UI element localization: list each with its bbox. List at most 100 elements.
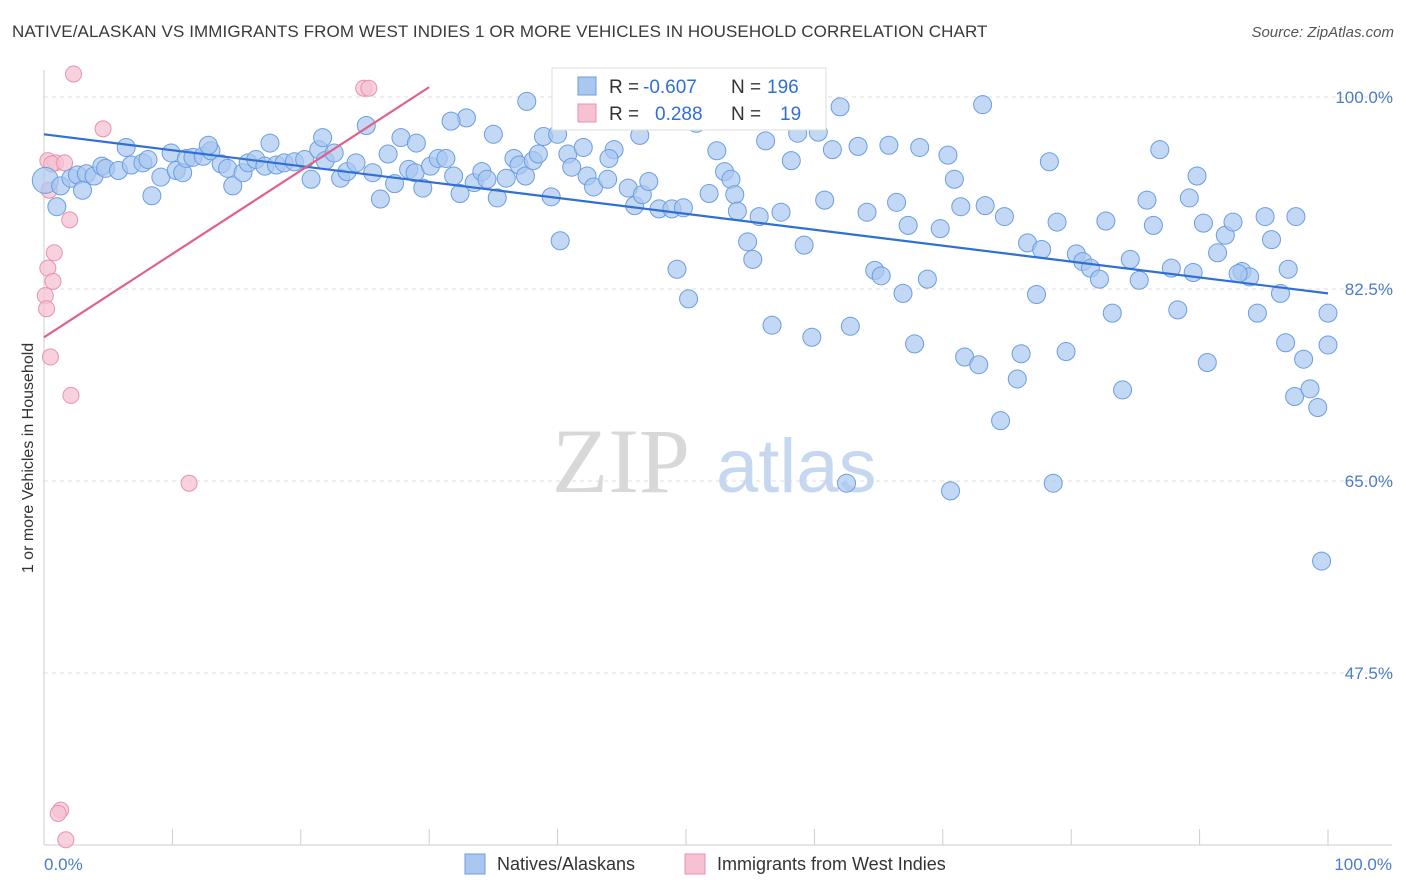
natives-point [516,166,535,186]
natives-point [727,201,747,221]
immigrants-point [61,211,79,229]
natives-point [1300,379,1320,399]
natives-point [598,169,618,189]
natives-point [969,355,989,375]
natives-point [1276,333,1296,353]
natives-point [794,235,814,255]
natives-point [917,269,937,289]
natives-point [738,232,758,252]
trendline-immigrants [43,86,430,339]
stats-n-label-immigrants: N = [731,104,761,125]
legend-label-immigrants: Immigrants from West Indies [717,854,946,874]
natives-point [1129,270,1149,290]
immigrants-point [45,244,63,262]
y-axis-label: 1 or more Vehicles in Household [20,343,37,573]
natives-point [1007,369,1027,389]
natives-point [1318,303,1338,323]
natives-point [893,283,913,303]
natives-point [116,137,136,157]
natives-point [994,207,1014,227]
immigrants-point [44,272,62,290]
natives-point [1193,213,1213,233]
natives-point [1208,243,1228,263]
natives-point [1143,215,1163,235]
natives-point [973,95,993,115]
natives-point [941,481,961,501]
natives-point [756,131,776,151]
natives-point [930,219,950,239]
gridlines [44,96,1392,674]
immigrants-point [57,831,75,849]
stats-r-value-natives: -0.607 [643,77,697,98]
immigrants-point [41,348,59,366]
natives-point [517,91,537,111]
x-ticks [43,829,1329,845]
natives-point [667,259,687,279]
natives-point [815,190,835,210]
natives-point [1286,207,1306,227]
natives-point [301,169,321,189]
axes [43,70,1392,846]
natives-point [1039,152,1059,172]
watermark-zip: ZIP [552,410,690,512]
natives-point [1113,380,1133,400]
natives-point [1043,473,1063,493]
natives-point [1318,335,1338,355]
natives-point [528,144,548,164]
natives-point [743,249,763,269]
natives-point [413,178,433,198]
natives-point [1312,551,1332,571]
natives-point [887,192,907,212]
natives-point [487,188,507,208]
natives-point [599,148,619,168]
natives-point [905,334,925,354]
stats-legend-box [551,67,827,131]
watermark-atlas: atlas [716,424,877,509]
natives-point [975,196,995,216]
x-tick-label-max: 100.0% [1334,855,1392,874]
natives-point [1197,353,1217,373]
trendlines [43,86,1329,339]
y-tick-labels: 100.0% 82.5% 65.0% 47.5% [1335,88,1393,683]
natives-point [370,189,390,209]
natives-point [707,141,727,161]
natives-point [830,97,850,117]
natives-point [324,143,344,163]
y-tick-label: 82.5% [1345,280,1393,299]
natives-point [837,473,856,493]
natives-point [1294,349,1314,369]
natives-point [573,137,593,157]
natives-point [725,185,745,205]
natives-point [346,153,366,173]
natives-point [991,411,1011,431]
natives-point [1228,264,1248,284]
immigrants-point [56,154,74,172]
natives-point [938,145,958,165]
natives-point [679,289,699,309]
y-tick-label: 65.0% [1345,472,1393,491]
natives-point [910,137,930,157]
stats-n-value-immigrants: 19 [780,104,801,125]
natives-point [699,184,719,204]
immigrants-point [360,79,378,97]
natives-point [1278,259,1298,279]
stats-legend: R = -0.607 N = 196 R = 0.288 N = 19 [551,67,827,131]
natives-point [450,184,470,204]
natives-point [1285,387,1305,407]
natives-point [1137,190,1157,210]
natives-point [822,140,842,160]
natives-point [1187,166,1207,186]
natives-point [1120,249,1140,269]
natives-point [441,111,461,131]
natives-point [871,266,891,286]
legend-swatch-immigrants [684,853,706,875]
natives-point [1150,140,1170,160]
natives-point [1011,344,1031,364]
natives-point [762,315,782,335]
natives-point [840,316,860,336]
natives-point [260,133,280,153]
natives-point [1262,230,1282,250]
natives-point [73,180,93,200]
natives-point [47,197,67,217]
natives-point [771,202,791,222]
